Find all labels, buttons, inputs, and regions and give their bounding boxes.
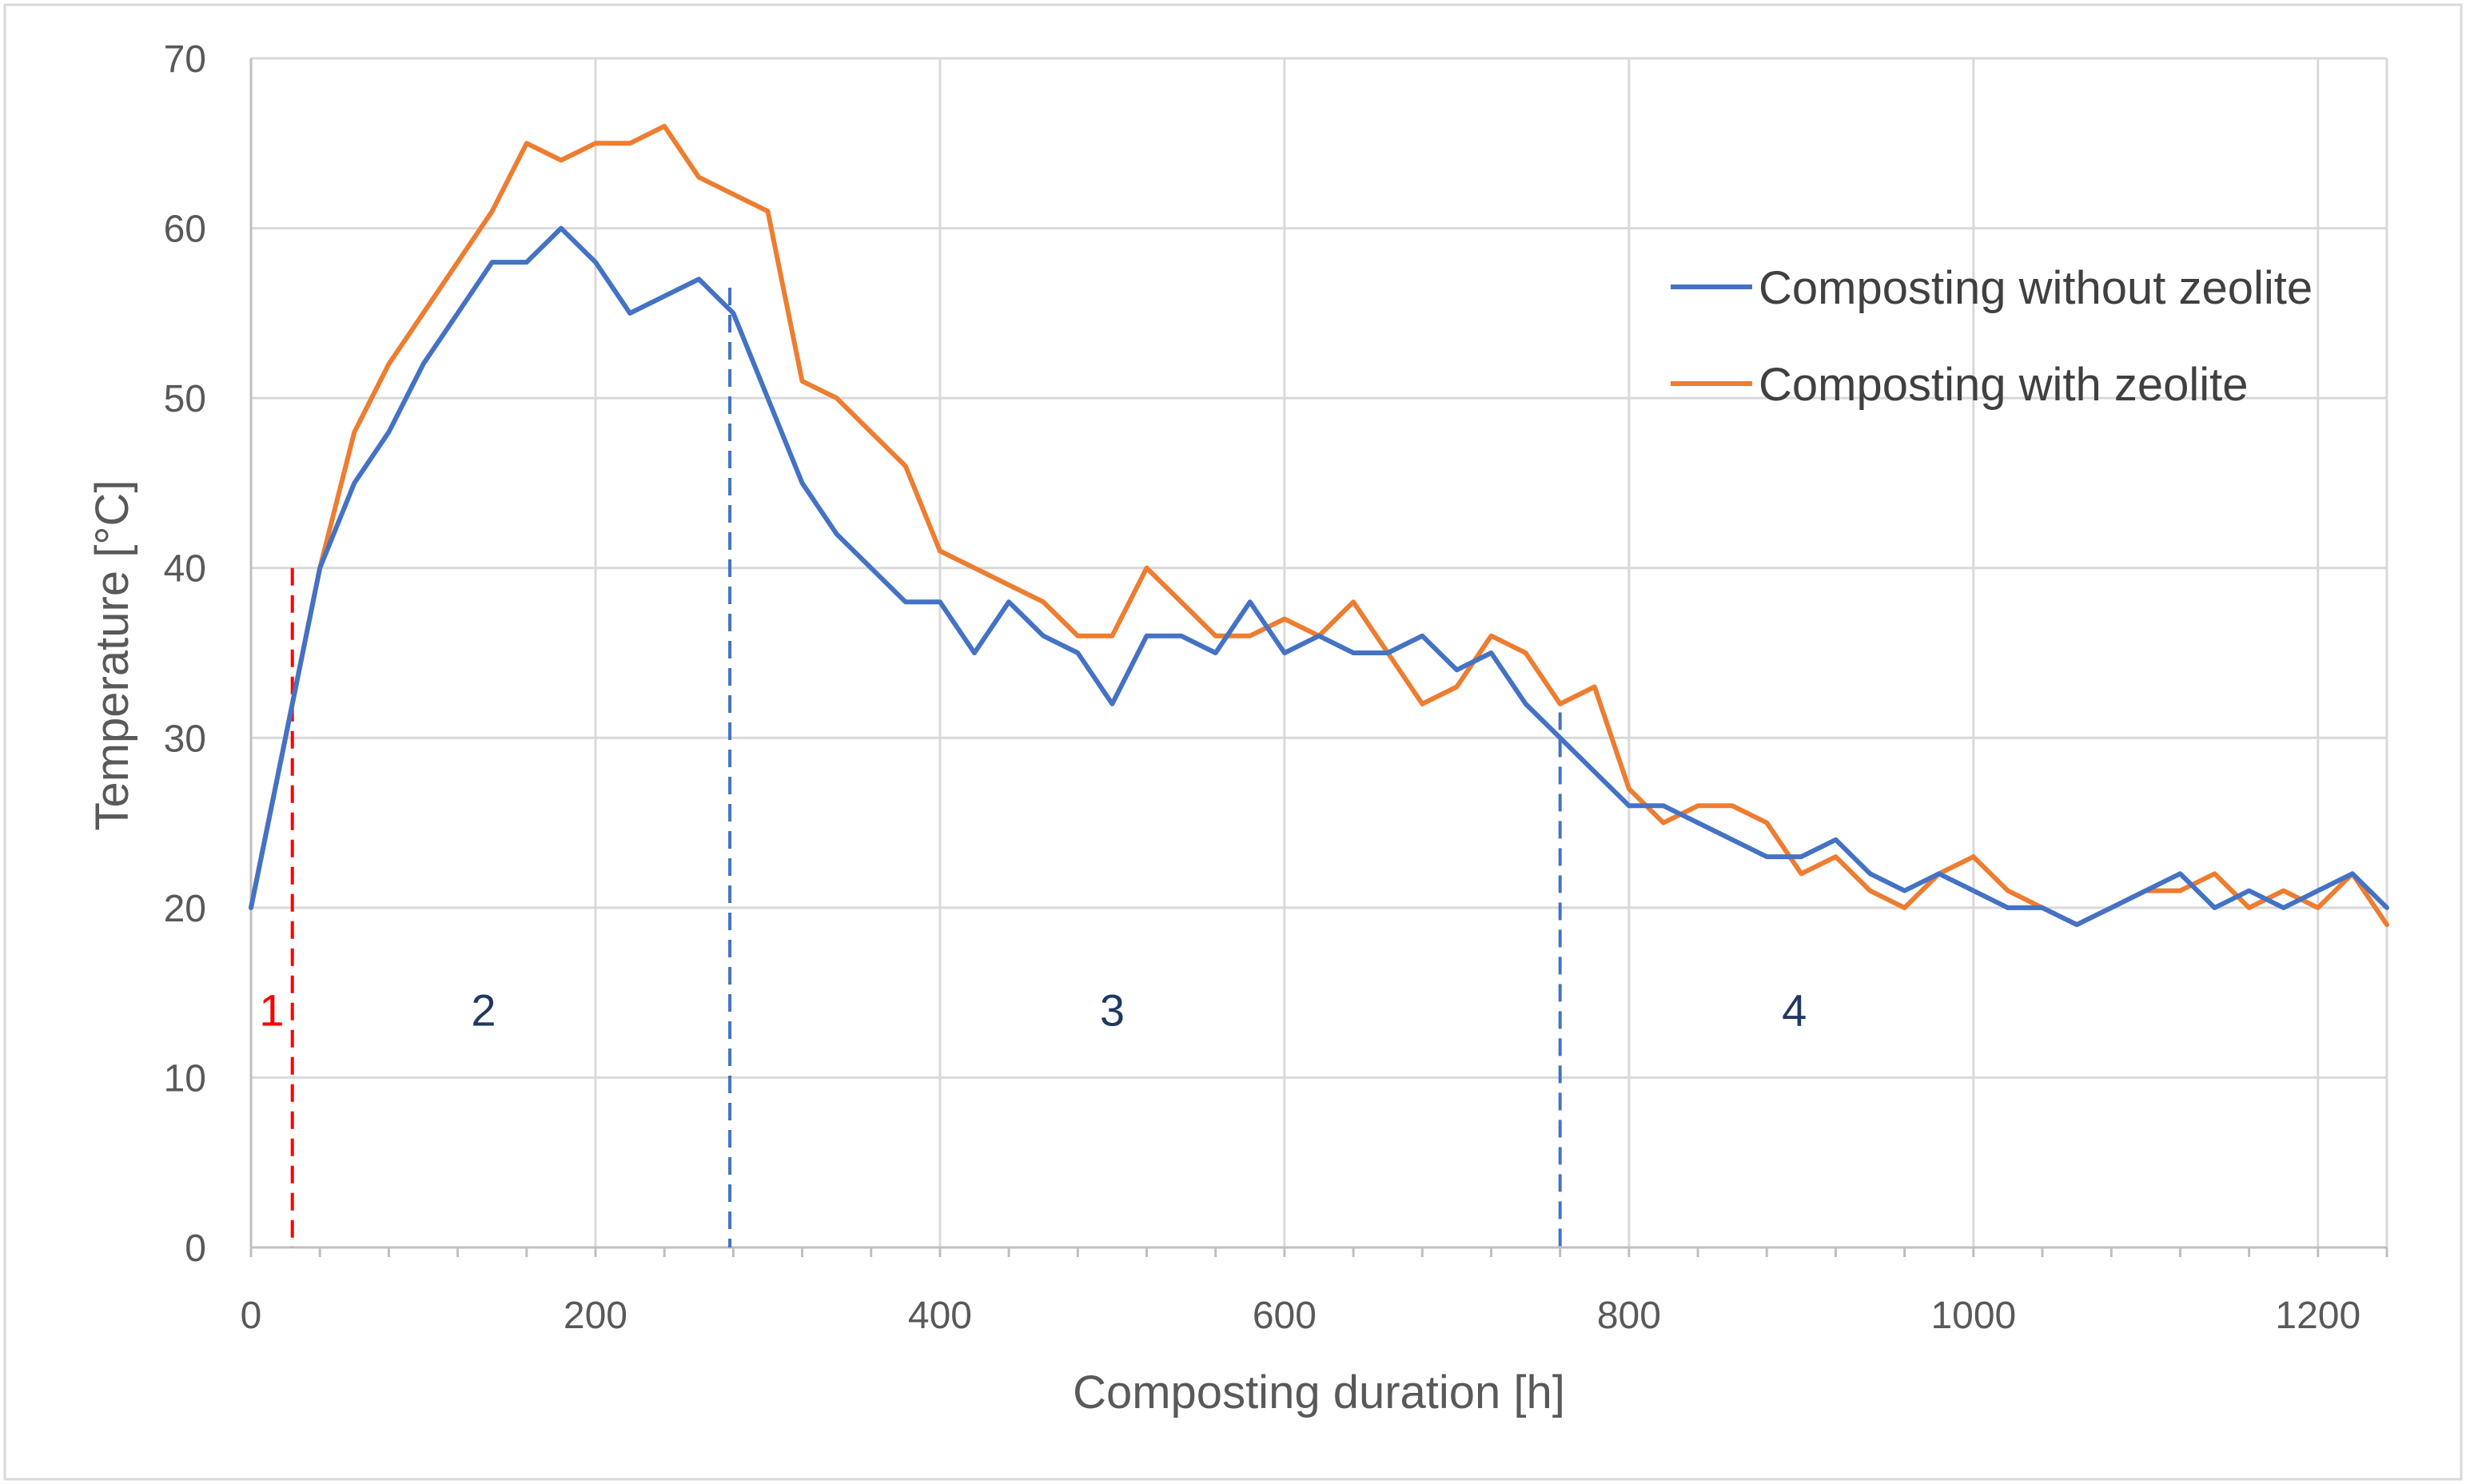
chart-border	[3, 3, 2463, 1481]
y-tick-label: 40	[164, 548, 206, 591]
x-tick-label: 600	[1253, 1295, 1317, 1337]
x-tick-label: 1000	[1930, 1295, 2016, 1337]
phase-label-2: 2	[471, 985, 496, 1035]
legend-label-with-zeolite: Composting with zeolite	[1759, 359, 2249, 411]
x-axis-title: Composting duration [h]	[1073, 1367, 1565, 1418]
x-tick-label: 800	[1597, 1295, 1661, 1337]
phase-markers	[290, 287, 1562, 1247]
y-tick-label: 50	[164, 378, 206, 420]
y-tick-label: 0	[185, 1227, 206, 1270]
series-line-without-zeolite	[249, 225, 2389, 928]
y-tick-label: 20	[164, 888, 206, 930]
axes: 0 10 20 30 40 50 60 70 0 200 400 600 800 1000 1200	[164, 38, 2388, 1337]
data-series	[249, 124, 2389, 928]
x-tick-label: 0	[241, 1295, 262, 1337]
gridlines	[251, 57, 2388, 1247]
x-tick-label: 200	[564, 1295, 627, 1337]
y-tick-label: 10	[164, 1057, 206, 1100]
legend-label-without-zeolite: Composting without zeolite	[1759, 262, 2313, 314]
x-tick-label: 400	[908, 1295, 972, 1337]
phase-label-3: 3	[1100, 985, 1125, 1035]
legend: Composting without zeolite Composting wi…	[1671, 262, 2313, 411]
phase-labels: 1 2 3 4	[259, 985, 1807, 1035]
y-tick-label: 30	[164, 718, 206, 760]
y-tick-label: 70	[164, 38, 206, 81]
y-axis-title: Temperature [°C]	[86, 479, 138, 830]
phase-label-4: 4	[1782, 985, 1807, 1035]
y-tick-label: 60	[164, 209, 206, 251]
phase-label-1: 1	[259, 985, 284, 1035]
x-tick-label: 1200	[2275, 1295, 2360, 1337]
